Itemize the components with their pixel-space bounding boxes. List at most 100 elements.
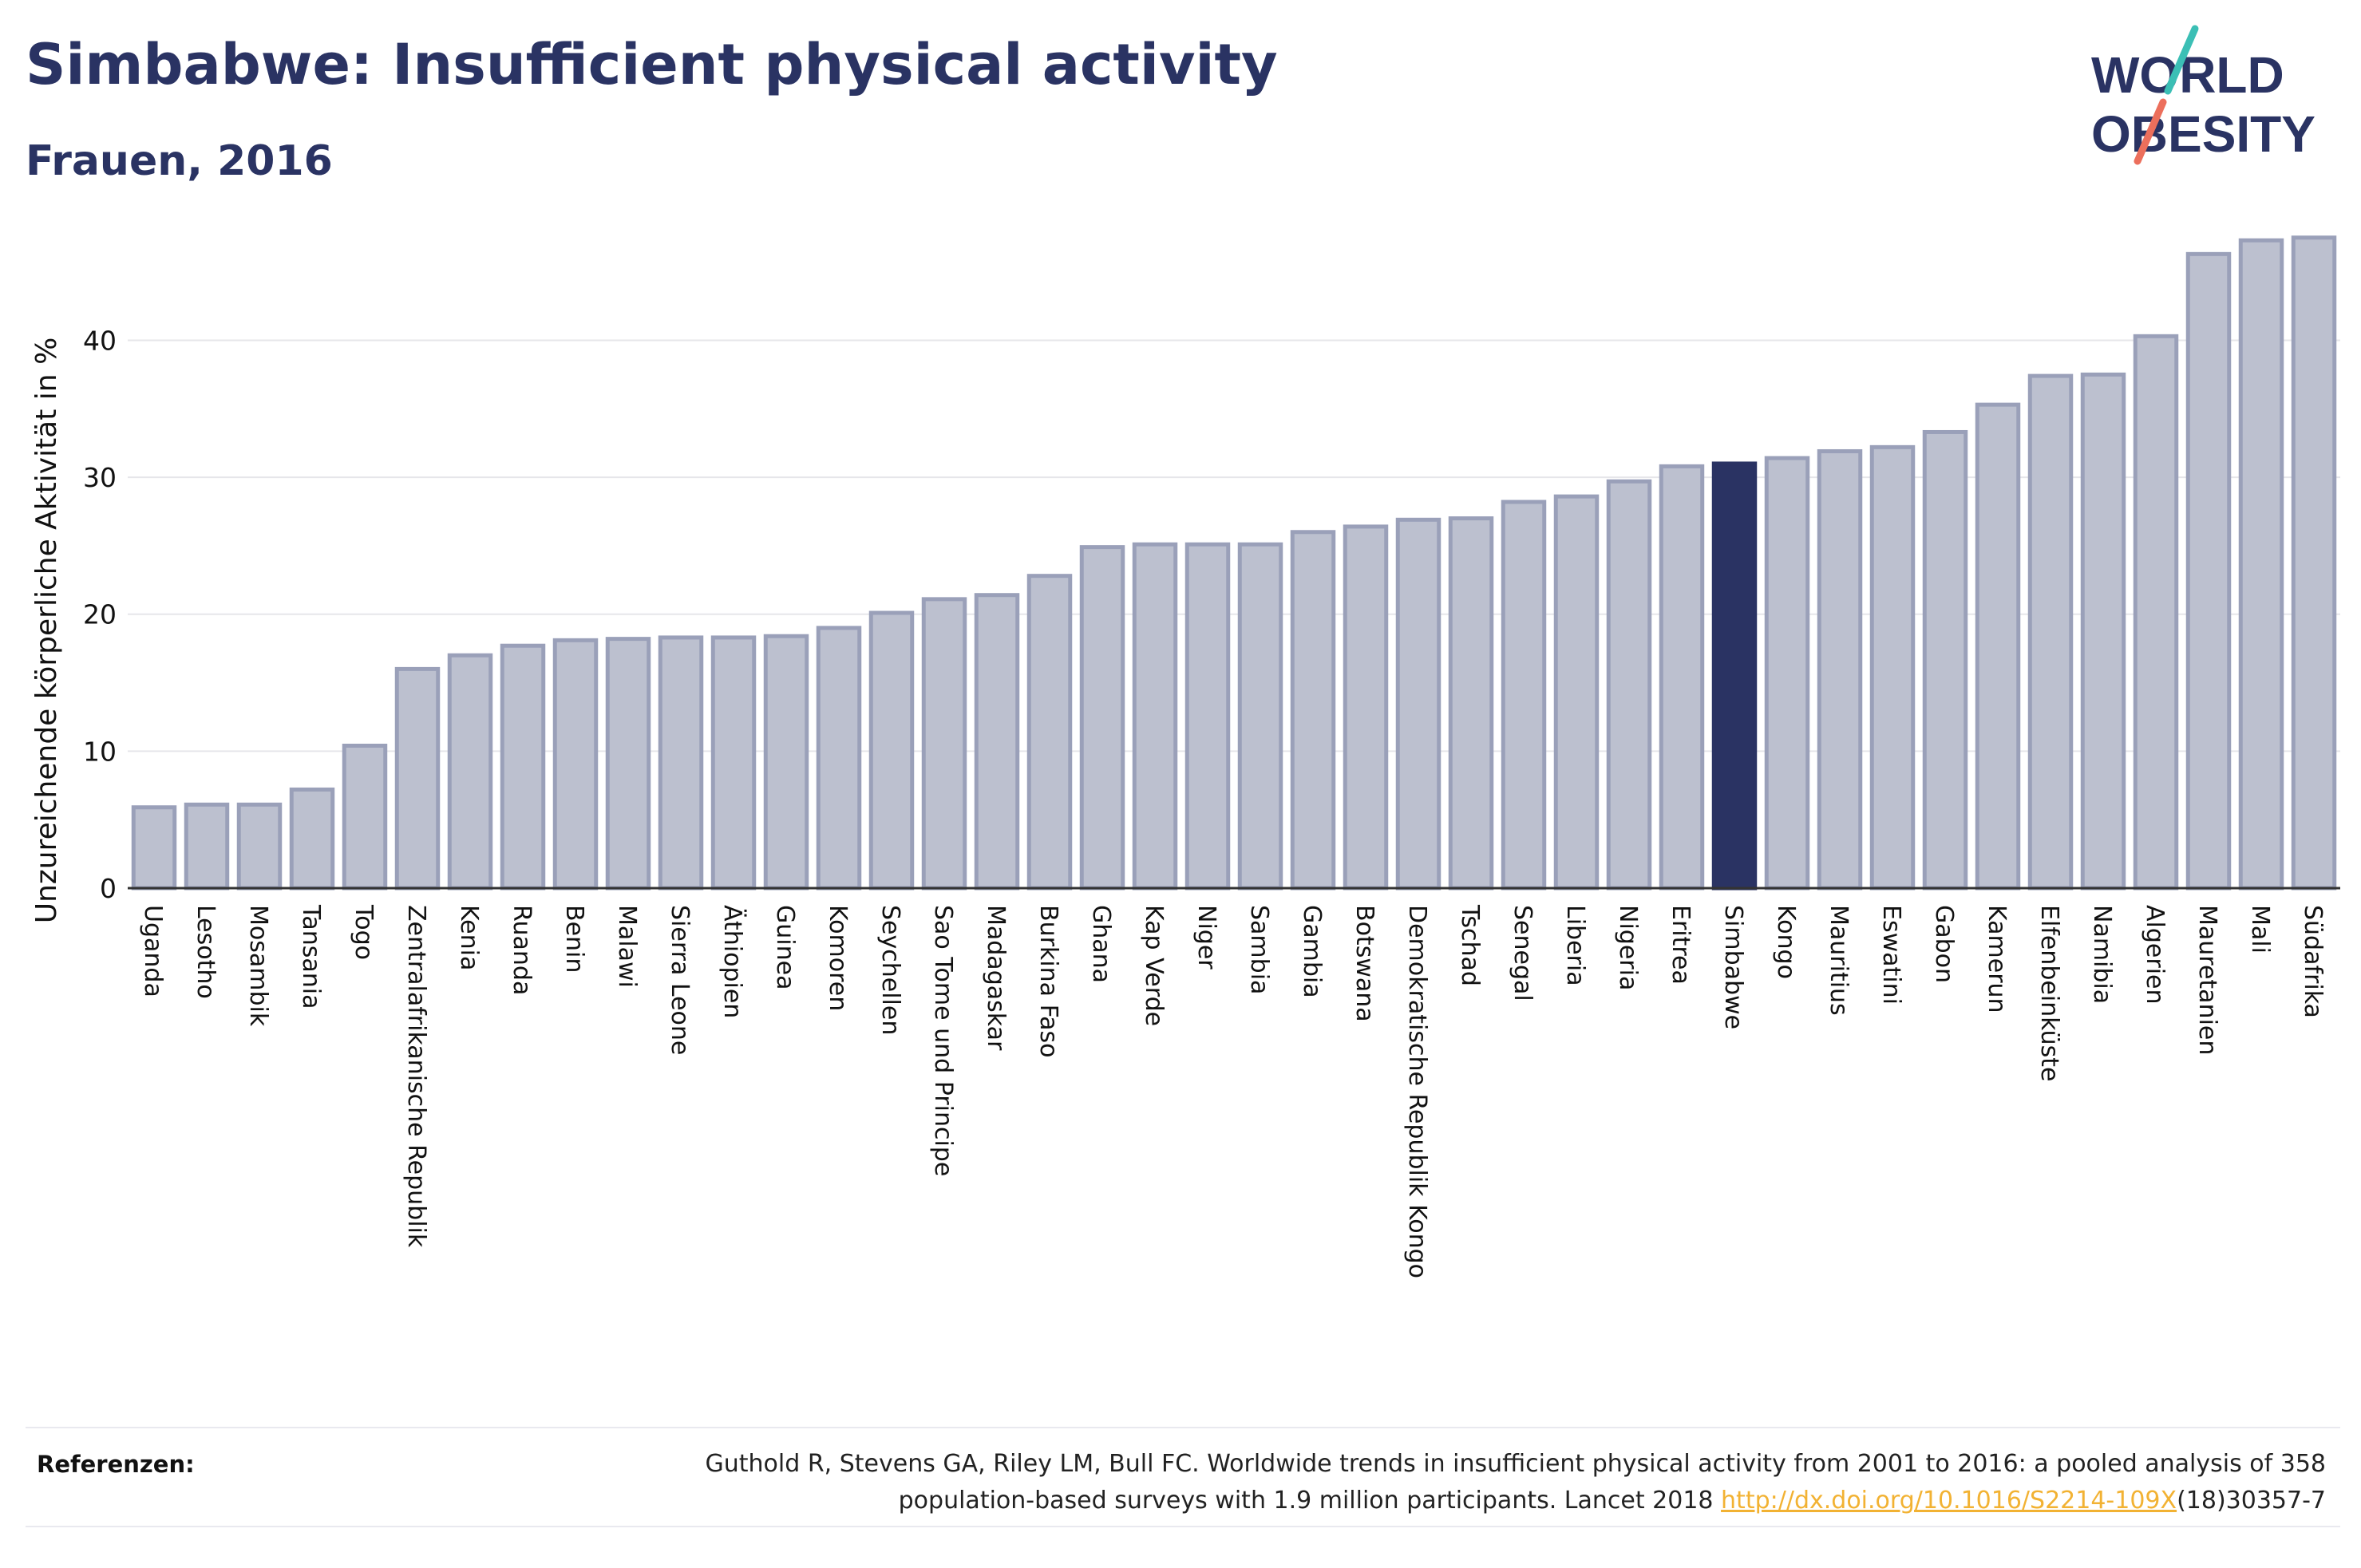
x-tick-label: Madagaskar [982, 905, 1010, 1051]
x-tick-label: Elfenbeinküste [2035, 905, 2063, 1081]
x-tick-label: Kamerun [1983, 905, 2011, 1013]
x-tick-label: Algerien [2141, 905, 2169, 1005]
bar-3 [289, 787, 335, 891]
references-text: Guthold R, Stevens GA, Riley LM, Bull FC… [490, 1446, 2326, 1519]
x-tick-label: Sambia [1245, 905, 1273, 994]
x-tick-label: Mauretanien [2193, 905, 2221, 1055]
bar-14 [868, 610, 915, 891]
x-tick-label: Mali [2246, 905, 2274, 954]
bar-15 [921, 597, 967, 891]
x-tick-label: Burkina Faso [1034, 905, 1062, 1057]
y-tick-label: 40 [83, 325, 117, 356]
y-tick-label: 30 [83, 462, 117, 493]
x-tick-label: Tansania [297, 904, 325, 1009]
divider-bottom [26, 1526, 2340, 1527]
x-tick-label: Komoren [824, 905, 852, 1011]
bar-36 [2027, 373, 2074, 891]
x-tick-label: Niger [1192, 905, 1220, 970]
y-axis-label: Unzureichende körperliche Aktivität in % [30, 338, 63, 924]
bar-37 [2080, 372, 2126, 891]
x-tick-label: Simbabwe [1719, 905, 1747, 1029]
reference-doi-link[interactable]: http://dx.doi.org/10.1016/S2214-109X [1721, 1487, 2177, 1515]
x-tick-label: Eritrea [1667, 905, 1695, 985]
references-label: Referenzen: [37, 1451, 195, 1478]
x-tick-label: Kongo [1772, 905, 1800, 979]
bar-30 [1711, 461, 1758, 891]
y-tick-label: 10 [83, 736, 117, 767]
x-tick-label: Kenia [455, 905, 483, 970]
y-tick-label: 20 [83, 599, 117, 630]
x-tick-label: Äthiopien [718, 905, 747, 1018]
x-tick-label: Nigeria [1614, 905, 1642, 990]
bar-20 [1184, 542, 1231, 891]
bar-6 [447, 653, 493, 891]
x-tick-label: Südafrika [2299, 905, 2327, 1018]
x-tick-label: Gabon [1930, 905, 1958, 983]
x-tick-label: Zentralafrikanische Republik [402, 905, 430, 1248]
bar-24 [1395, 517, 1442, 891]
y-tick-labels: 0 10 20 30 40 [83, 325, 117, 904]
bar-25 [1448, 516, 1494, 891]
x-tick-label: Gambia [1298, 905, 1326, 998]
bar-0 [131, 805, 177, 891]
bar-8 [552, 638, 599, 891]
bar-39 [2185, 251, 2232, 891]
bar-41 [2291, 235, 2337, 891]
x-tick-label: Guinea [771, 905, 799, 989]
bars [131, 235, 2337, 891]
reference-line-2-end: (18)30357-7 [2177, 1487, 2326, 1515]
x-tick-label: Tschad [1456, 904, 1484, 986]
bar-34 [1922, 429, 1968, 891]
x-tick-label: Sierra Leone [666, 905, 694, 1055]
bar-22 [1290, 530, 1336, 891]
bar-5 [394, 666, 441, 891]
x-tick-label: Eswatini [1877, 905, 1905, 1005]
x-tick-label: Malawi [613, 905, 641, 988]
bar-23 [1343, 524, 1389, 891]
x-tick-label: Uganda [139, 905, 167, 997]
page-subtitle: Frauen, 2016 [26, 137, 333, 185]
x-tick-label: Mosambik [244, 905, 272, 1027]
bar-2 [236, 802, 283, 891]
x-tick-label: Seychellen [876, 905, 904, 1035]
bar-26 [1501, 500, 1547, 891]
divider-top [26, 1427, 2340, 1428]
x-tick-labels: Uganda Lesotho Mosambik Tansania Togo Zentral… [139, 904, 2327, 1278]
bar-13 [816, 626, 862, 891]
bar-18 [1079, 545, 1125, 891]
gridlines [128, 339, 2340, 752]
bar-29 [1659, 464, 1705, 891]
bar-40 [2238, 238, 2284, 891]
bar-17 [1026, 574, 1073, 891]
bar-chart: 0 10 20 30 40 Uganda Lesotho Mosambik Tansania T… [30, 235, 2340, 1278]
bar-12 [763, 634, 809, 891]
reference-line-2: population-based surveys with 1.9 millio… [898, 1487, 1722, 1515]
bar-4 [342, 744, 388, 891]
bar-16 [974, 593, 1020, 891]
x-tick-label: Sao Tome und Principe [929, 905, 957, 1176]
bar-27 [1553, 494, 1600, 891]
bar-21 [1237, 542, 1283, 891]
x-tick-label: Senegal [1509, 905, 1536, 1001]
bar-10 [658, 635, 704, 891]
bar-35 [1975, 402, 2021, 891]
x-tick-label: Benin [560, 905, 588, 973]
bar-38 [2133, 334, 2179, 891]
x-tick-label: Botswana [1351, 905, 1378, 1022]
x-tick-label: Namibia [2088, 905, 2116, 1004]
x-tick-label: Ruanda [508, 905, 536, 995]
x-tick-label: Kap Verde [1140, 905, 1168, 1026]
bar-32 [1817, 448, 1863, 891]
world-obesity-logo: WORLD OBESITY [2075, 24, 2347, 176]
logo-line-1: WORLD [2091, 46, 2284, 104]
bar-11 [710, 635, 757, 891]
bar-33 [1869, 444, 1916, 891]
bar-31 [1764, 456, 1810, 891]
y-tick-label: 0 [100, 873, 117, 904]
bar-19 [1132, 542, 1178, 891]
x-tick-label: Togo [350, 904, 378, 960]
bar-28 [1606, 479, 1652, 891]
page-title: Simbabwe: Insufficient physical activity [26, 32, 1278, 97]
bar-7 [500, 643, 546, 891]
x-tick-label: Liberia [1561, 905, 1589, 986]
